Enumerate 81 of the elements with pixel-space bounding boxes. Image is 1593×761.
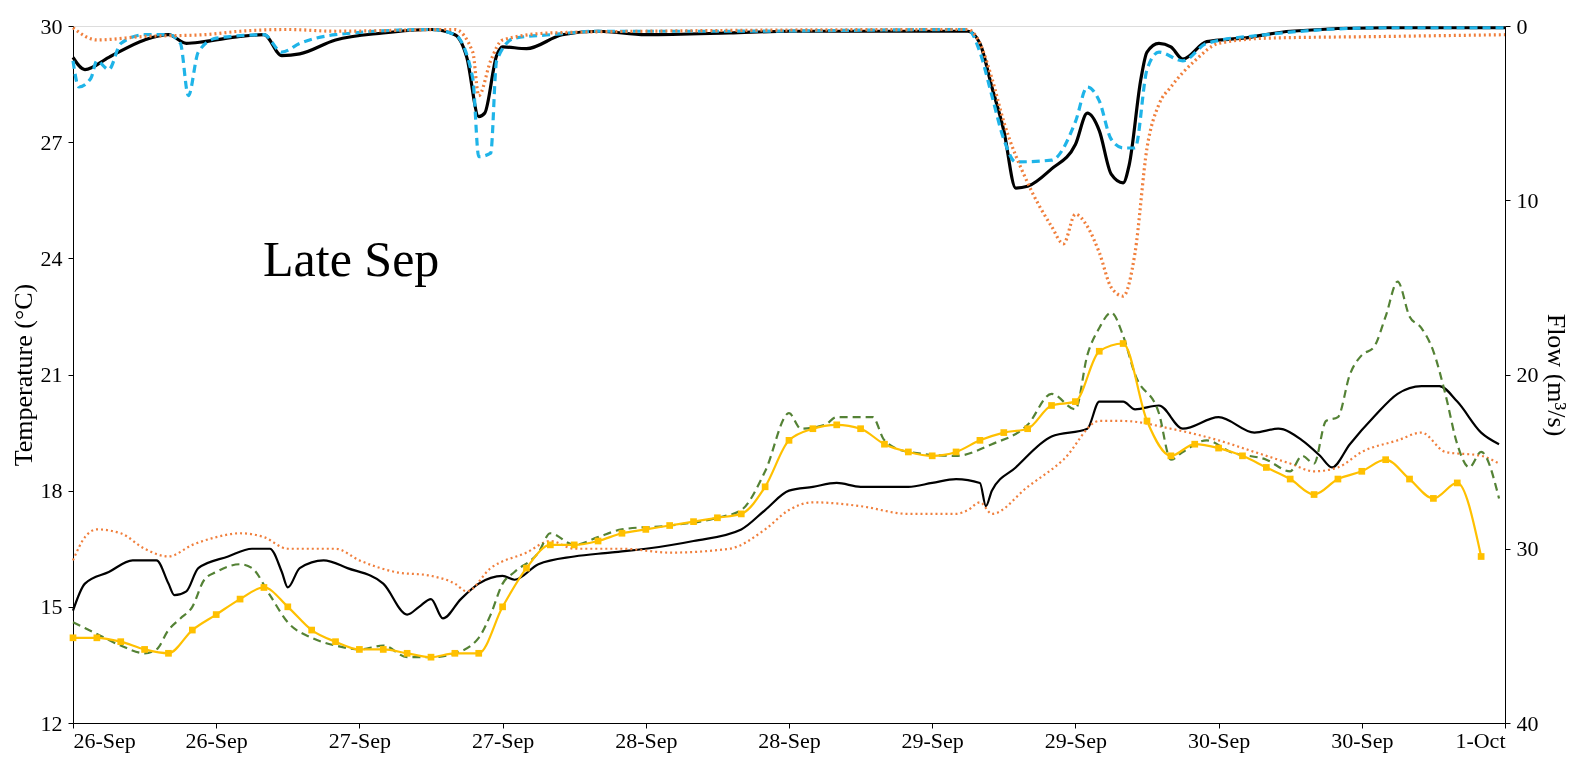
point	[260, 584, 268, 591]
y-tick-label: 15	[40, 594, 63, 620]
point	[928, 452, 936, 460]
y2-axis-title: Flow (m³/s)	[1541, 313, 1571, 437]
point	[427, 653, 435, 661]
point	[1215, 444, 1222, 452]
point	[881, 440, 888, 448]
x-tick-label: 27-Sep	[328, 727, 392, 753]
point	[642, 526, 650, 533]
point	[1430, 495, 1437, 502]
x-tick-label: 30-Sep	[1187, 727, 1251, 753]
x-tick-label: 1-Oct	[1455, 727, 1506, 753]
x-tick-label: 30-Sep	[1331, 727, 1394, 753]
point	[546, 541, 554, 549]
annotation: Late Sep	[263, 231, 440, 287]
point	[451, 649, 459, 657]
point	[1286, 475, 1294, 483]
point	[737, 510, 745, 518]
point	[475, 649, 483, 657]
point	[1072, 398, 1079, 405]
y2-tick-label: 30	[1516, 536, 1539, 562]
point	[1095, 347, 1103, 355]
point	[523, 564, 530, 572]
x-tick-label: 29-Sep	[901, 727, 964, 753]
point	[212, 611, 220, 618]
point	[1310, 491, 1318, 498]
point	[1119, 340, 1127, 347]
point	[857, 425, 864, 433]
point	[117, 638, 125, 646]
point	[1358, 467, 1366, 475]
point	[165, 649, 172, 657]
y-tick-label: 30	[40, 13, 63, 39]
point	[356, 646, 363, 653]
point	[690, 518, 697, 525]
point	[499, 603, 506, 611]
point	[332, 638, 339, 646]
point	[93, 634, 101, 642]
y2-tick-label: 0	[1516, 13, 1528, 39]
point	[904, 448, 912, 456]
y2-tick-label: 20	[1516, 362, 1539, 387]
x-tick-label: 28-Sep	[758, 727, 821, 753]
point	[666, 522, 674, 529]
point	[1191, 440, 1199, 448]
point	[1000, 429, 1008, 436]
point	[1453, 479, 1461, 487]
y2-tick-label: 40	[1516, 710, 1539, 736]
point	[1382, 456, 1390, 464]
point	[1477, 553, 1485, 560]
point	[1406, 475, 1413, 483]
point	[570, 541, 578, 549]
y-tick-label: 12	[40, 710, 63, 736]
point	[761, 483, 769, 491]
point	[1167, 452, 1175, 460]
y-tick-label: 18	[40, 478, 63, 504]
point	[1262, 464, 1270, 471]
point	[379, 646, 387, 653]
x-tick-label: 26-Sep	[73, 727, 136, 753]
y-tick-label: 21	[40, 362, 63, 387]
point	[188, 626, 196, 634]
y-axis-title: Temperature (°C)	[8, 283, 38, 467]
point	[1048, 402, 1055, 409]
point	[308, 626, 316, 634]
x-tick-label: 27-Sep	[471, 727, 535, 753]
y-tick-label: 27	[40, 129, 63, 155]
x-tick-label: 26-Sep	[185, 727, 248, 753]
point	[833, 421, 841, 429]
x-tick-label: 29-Sep	[1044, 727, 1108, 753]
point	[714, 514, 721, 522]
x-tick-label: 28-Sep	[615, 727, 678, 753]
y-tick-label: 24	[40, 245, 63, 271]
point	[1239, 452, 1246, 460]
y2-tick-label: 10	[1516, 187, 1539, 213]
point	[976, 436, 984, 444]
point	[618, 529, 626, 537]
point	[785, 436, 793, 444]
point	[284, 603, 292, 611]
point	[809, 425, 817, 433]
point	[1024, 425, 1032, 433]
point	[403, 649, 411, 657]
point	[69, 634, 77, 642]
point	[141, 646, 148, 653]
